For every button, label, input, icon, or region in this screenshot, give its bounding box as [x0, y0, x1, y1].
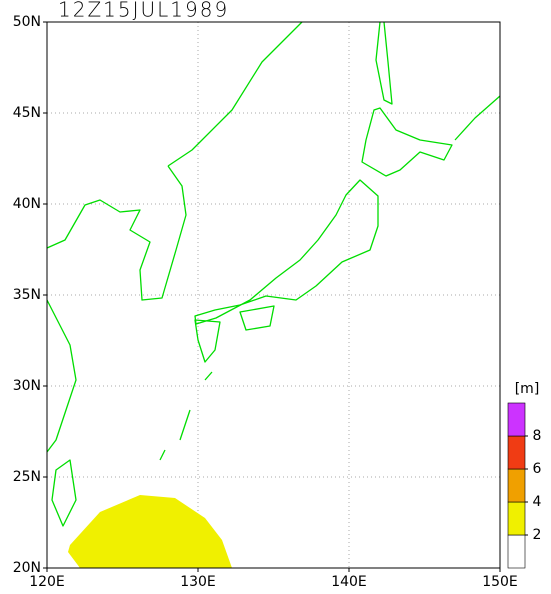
x-tick-label: 120E — [29, 574, 65, 590]
china-coast — [46, 299, 77, 453]
sakhalin — [375, 21, 393, 105]
kuril — [454, 95, 501, 141]
hokkaido — [361, 107, 453, 177]
y-tick-label: 40N — [13, 196, 41, 212]
y-tick-label: 20N — [13, 560, 41, 576]
colorbar-label: 6 — [533, 461, 542, 477]
y-tick-label: 50N — [13, 14, 41, 30]
russia-coast — [167, 21, 303, 167]
honshu — [194, 179, 379, 325]
colorbar-box — [507, 402, 526, 437]
colorbar-label: 2 — [533, 527, 542, 543]
wave-height-area — [68, 495, 232, 568]
colorbar-box — [507, 435, 526, 470]
x-tick-label: 130E — [180, 574, 216, 590]
y-tick-label: 30N — [13, 378, 41, 394]
coastlines — [46, 21, 501, 568]
map-frame — [46, 21, 501, 569]
x-tick-label: 150E — [482, 574, 518, 590]
colorbar-box — [507, 468, 526, 503]
colorbar-box — [507, 534, 526, 569]
y-tick-label: 45N — [13, 105, 41, 121]
x-tick-label: 140E — [331, 574, 367, 590]
y-tick-label: 35N — [13, 287, 41, 303]
kyushu — [194, 319, 221, 363]
ryukyu — [159, 371, 213, 461]
taiwan — [51, 459, 77, 527]
map-title: 12Z15JUL1989 — [58, 0, 229, 22]
colorbar-label: 8 — [533, 428, 542, 444]
shikoku — [239, 305, 275, 331]
y-tick-label: 25N — [13, 469, 41, 485]
korea — [46, 165, 187, 301]
colorbar-box — [507, 501, 526, 536]
colorbar-unit: [m] — [515, 381, 540, 397]
colorbar-label: 4 — [533, 494, 542, 510]
